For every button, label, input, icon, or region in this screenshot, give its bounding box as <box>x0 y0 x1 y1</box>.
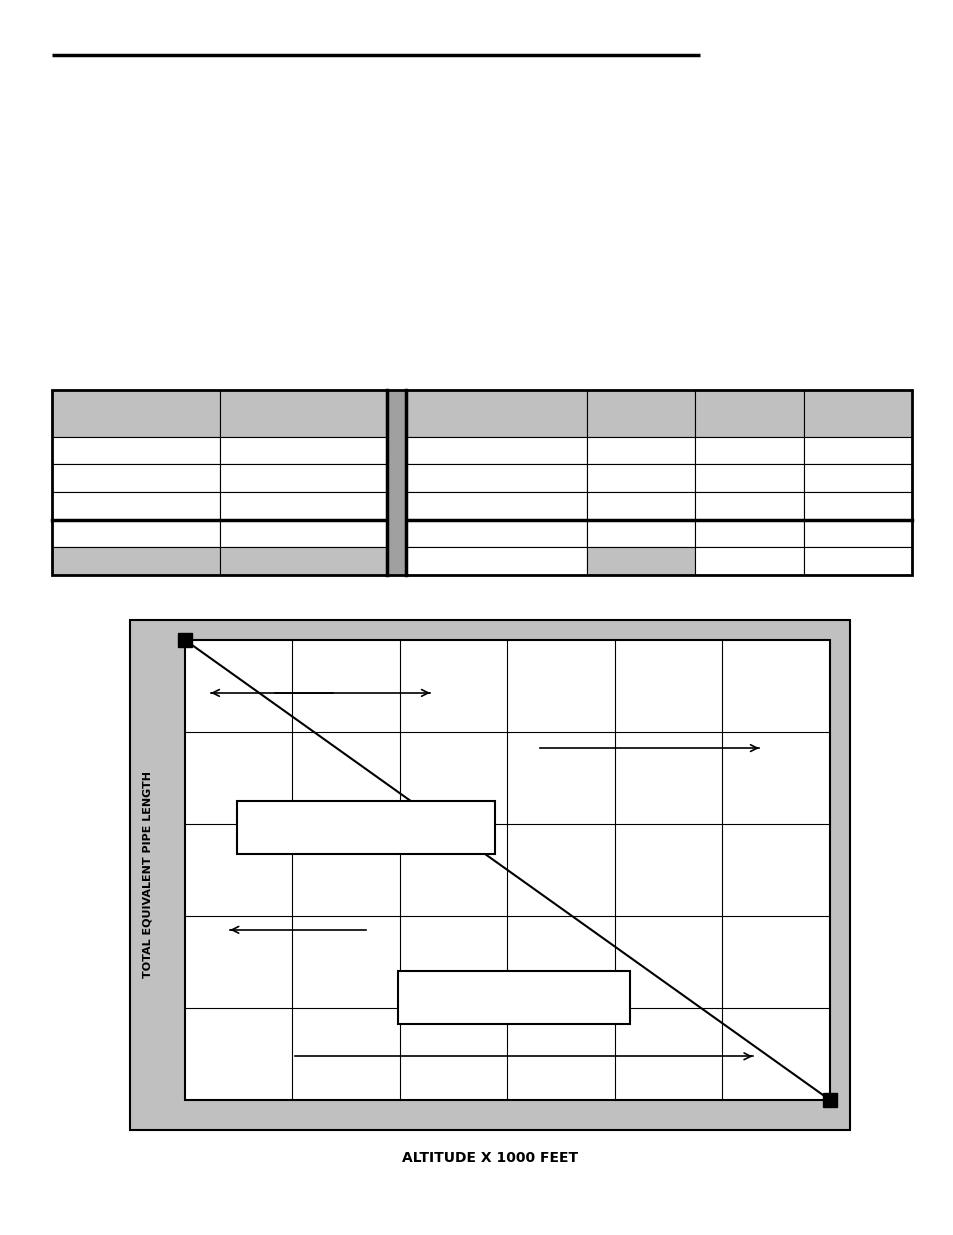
Bar <box>387 547 406 576</box>
Bar <box>219 390 387 437</box>
Bar <box>52 390 219 437</box>
Bar <box>586 492 695 520</box>
Bar <box>52 437 219 464</box>
Bar <box>695 437 802 464</box>
Text: TOTAL EQUIVALENT PIPE LENGTH: TOTAL EQUIVALENT PIPE LENGTH <box>143 772 152 978</box>
Bar <box>695 492 802 520</box>
Bar <box>387 464 406 492</box>
Bar <box>387 520 406 547</box>
Bar <box>802 464 911 492</box>
Bar <box>52 547 219 576</box>
Bar <box>822 1093 836 1107</box>
Bar <box>387 520 406 547</box>
Bar <box>52 390 911 576</box>
Bar <box>52 464 219 492</box>
Text: ALTITUDE X 1000 FEET: ALTITUDE X 1000 FEET <box>401 1151 578 1165</box>
Bar <box>406 492 586 520</box>
Bar <box>586 437 695 464</box>
Bar <box>387 547 406 576</box>
Bar <box>406 520 586 547</box>
Bar <box>695 547 802 576</box>
Bar <box>586 390 695 437</box>
Bar <box>219 520 387 547</box>
Bar <box>406 390 586 437</box>
Bar <box>695 464 802 492</box>
Bar <box>695 390 802 437</box>
Bar <box>406 547 586 576</box>
Bar <box>586 547 695 576</box>
Bar <box>185 640 829 1100</box>
Bar <box>219 464 387 492</box>
Bar <box>387 390 406 437</box>
Bar <box>387 437 406 464</box>
Bar <box>387 437 406 464</box>
Bar <box>406 464 586 492</box>
Bar <box>219 492 387 520</box>
Bar <box>387 492 406 520</box>
Bar <box>52 520 219 547</box>
Bar <box>406 437 586 464</box>
Bar <box>387 464 406 492</box>
Bar <box>586 464 695 492</box>
Bar <box>802 520 911 547</box>
Bar <box>387 390 406 437</box>
Bar <box>219 437 387 464</box>
Bar <box>802 437 911 464</box>
Bar <box>130 620 849 1130</box>
Bar <box>397 971 629 1024</box>
Bar <box>52 492 219 520</box>
Bar <box>802 547 911 576</box>
Bar <box>802 390 911 437</box>
Bar <box>236 802 494 853</box>
Bar <box>219 547 387 576</box>
Bar <box>586 520 695 547</box>
Bar <box>802 492 911 520</box>
Bar <box>178 634 192 647</box>
Bar <box>387 492 406 520</box>
Bar <box>695 520 802 547</box>
